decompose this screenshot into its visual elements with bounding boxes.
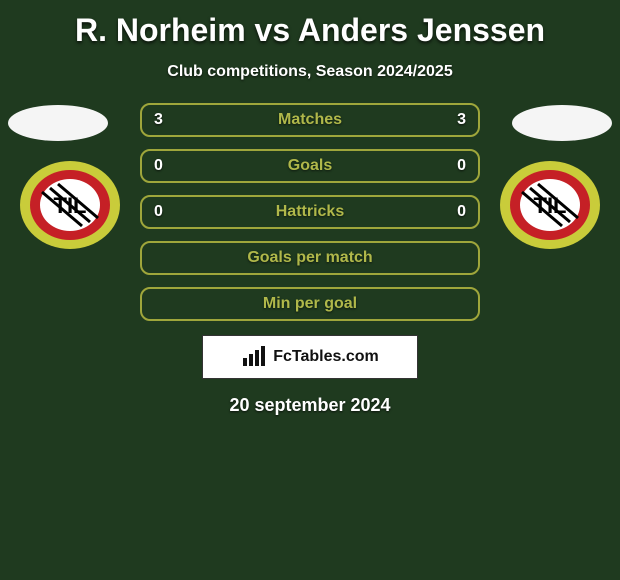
player-photo-right xyxy=(512,105,612,141)
stat-label: Hattricks xyxy=(276,203,344,221)
brand-badge: FcTables.com xyxy=(202,335,418,379)
stat-row: 0 Goals 0 xyxy=(140,149,480,183)
stat-rows: 3 Matches 3 0 Goals 0 0 Hattricks 0 Goals per mat… xyxy=(140,103,480,321)
comparison-area: TIL TIL 3 Matches 3 0 Goals 0 0 Hattricks 0 Goals… xyxy=(0,103,620,416)
bar-chart-icon xyxy=(241,346,269,368)
stat-row: Goals per match xyxy=(140,241,480,275)
club-badge-icon: TIL xyxy=(20,161,120,249)
club-badge-icon: TIL xyxy=(500,161,600,249)
stat-label: Goals xyxy=(288,157,332,175)
stat-value-right: 3 xyxy=(457,111,466,129)
stat-value-left: 0 xyxy=(154,203,163,221)
stat-label: Matches xyxy=(278,111,342,129)
svg-text:TIL: TIL xyxy=(54,193,87,218)
club-logo-left: TIL xyxy=(20,161,120,249)
club-logo-right: TIL xyxy=(500,161,600,249)
stat-value-right: 0 xyxy=(457,157,466,175)
svg-text:TIL: TIL xyxy=(534,193,567,218)
stat-row: 3 Matches 3 xyxy=(140,103,480,137)
date-label: 20 september 2024 xyxy=(0,395,620,416)
subtitle: Club competitions, Season 2024/2025 xyxy=(0,63,620,81)
stat-value-right: 0 xyxy=(457,203,466,221)
player-photo-left xyxy=(8,105,108,141)
stat-row: 0 Hattricks 0 xyxy=(140,195,480,229)
stat-row: Min per goal xyxy=(140,287,480,321)
stat-label: Goals per match xyxy=(247,249,372,267)
stat-value-left: 3 xyxy=(154,111,163,129)
page-title: R. Norheim vs Anders Jenssen xyxy=(0,0,620,49)
brand-text: FcTables.com xyxy=(273,348,379,366)
stat-label: Min per goal xyxy=(263,295,357,313)
stat-value-left: 0 xyxy=(154,157,163,175)
